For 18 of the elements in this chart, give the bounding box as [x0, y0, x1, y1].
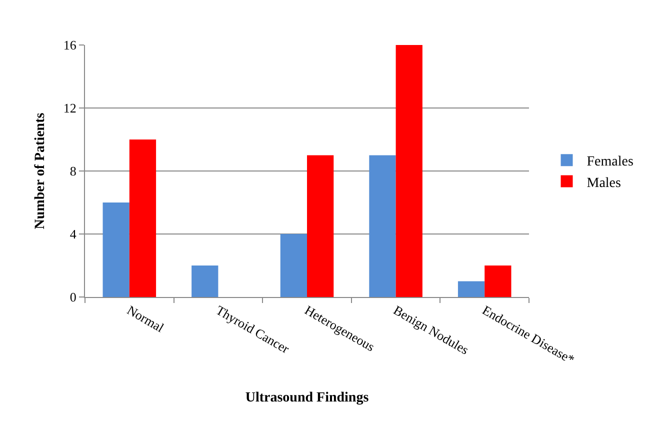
bar — [307, 155, 334, 297]
legend-label: Females — [586, 154, 634, 170]
y-tick-label: 8 — [70, 164, 76, 179]
bar — [484, 266, 512, 297]
y-tick-label: 4 — [70, 226, 77, 242]
bar — [369, 155, 396, 297]
x-axis-title: Ultrasound Findings — [245, 390, 370, 406]
y-tick-label: 0 — [70, 290, 76, 305]
y-axis-title: Number of Patients — [33, 112, 48, 230]
y-tick-label: 12 — [63, 100, 76, 116]
bar — [280, 234, 307, 297]
legend-label: Males — [586, 176, 621, 191]
bar — [102, 202, 130, 297]
bar — [129, 140, 156, 297]
bar — [192, 266, 218, 297]
y-tick-label: 16 — [63, 38, 77, 53]
bar — [458, 281, 485, 297]
bar — [396, 45, 422, 297]
